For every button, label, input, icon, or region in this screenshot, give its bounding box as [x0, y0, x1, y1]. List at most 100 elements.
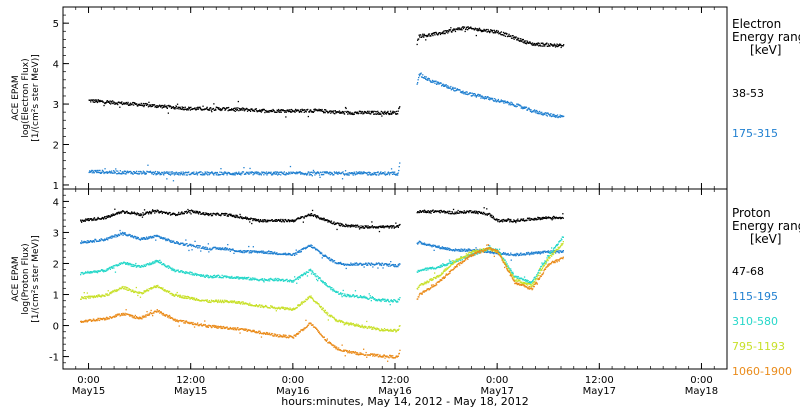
data-point	[275, 219, 277, 221]
data-point	[356, 294, 358, 297]
data-point	[378, 225, 380, 228]
data-point	[558, 252, 560, 254]
y-tick-label: 5	[53, 19, 59, 30]
data-point	[369, 112, 371, 114]
data-point	[509, 219, 511, 221]
data-point	[541, 262, 543, 264]
data-point	[375, 172, 377, 174]
data-point	[454, 87, 457, 89]
data-point	[508, 218, 510, 221]
data-point	[494, 98, 496, 100]
data-point	[537, 252, 539, 254]
data-point	[539, 253, 541, 255]
data-point	[399, 297, 401, 299]
data-point	[200, 250, 202, 252]
data-point	[522, 219, 524, 221]
data-point	[557, 217, 559, 220]
data-point	[310, 174, 312, 176]
data-point	[549, 115, 551, 117]
data-point	[525, 40, 527, 42]
data-point	[258, 305, 260, 307]
data-point	[399, 162, 401, 164]
data-point	[140, 213, 142, 215]
data-point	[148, 101, 150, 103]
data-point	[145, 289, 148, 292]
data-point	[110, 235, 112, 237]
data-point	[159, 262, 161, 264]
data-point	[137, 292, 139, 294]
data-point	[390, 168, 393, 170]
data-point	[471, 92, 473, 94]
data-point	[143, 238, 145, 240]
data-point	[310, 171, 312, 173]
data-point	[237, 172, 239, 174]
data-point	[322, 219, 324, 221]
data-point	[542, 250, 544, 253]
data-point	[91, 172, 93, 174]
data-point	[502, 252, 505, 254]
data-point	[213, 276, 215, 279]
data-point	[223, 213, 225, 215]
data-point	[352, 112, 354, 114]
data-point	[162, 287, 164, 289]
data-point	[95, 171, 97, 173]
data-point	[287, 219, 290, 221]
data-point	[166, 212, 168, 214]
data-point	[315, 276, 317, 278]
data-point	[83, 240, 85, 243]
data-point	[523, 279, 525, 281]
data-point	[103, 294, 105, 297]
data-point	[377, 267, 379, 269]
data-point	[517, 218, 519, 220]
data-point	[179, 243, 181, 245]
data-point	[369, 173, 371, 175]
data-point	[243, 167, 245, 169]
data-point	[478, 95, 480, 97]
data-point	[523, 42, 525, 44]
data-point	[452, 213, 454, 215]
data-point	[426, 267, 429, 269]
data-point	[103, 171, 106, 174]
data-point	[259, 172, 261, 174]
data-point	[392, 226, 394, 228]
data-point	[194, 210, 196, 212]
data-point	[343, 173, 345, 175]
data-point	[187, 211, 190, 213]
data-point	[142, 265, 145, 268]
data-point	[93, 240, 95, 242]
data-point	[399, 223, 401, 226]
data-point	[530, 43, 533, 45]
data-point	[533, 109, 536, 111]
data-point	[420, 34, 422, 36]
data-point	[219, 301, 221, 303]
data-point	[437, 33, 440, 35]
data-point	[235, 250, 237, 252]
data-point	[314, 247, 316, 249]
data-point	[204, 246, 206, 249]
data-point	[375, 227, 377, 229]
data-point	[434, 244, 436, 247]
data-point	[219, 248, 221, 251]
data-point	[175, 242, 177, 244]
data-point	[176, 241, 178, 243]
data-point	[177, 106, 180, 108]
data-point	[539, 44, 541, 46]
data-point	[189, 210, 192, 212]
data-point	[226, 213, 228, 215]
data-point	[541, 113, 543, 115]
data-point	[214, 108, 216, 110]
data-point	[254, 219, 256, 222]
data-point	[532, 111, 534, 113]
data-point	[489, 251, 491, 253]
data-point	[116, 212, 118, 214]
data-point	[528, 217, 530, 220]
data-point	[477, 93, 479, 96]
data-point	[465, 93, 467, 95]
data-point	[454, 250, 456, 252]
data-point	[345, 263, 347, 265]
data-point	[193, 299, 195, 301]
data-point	[83, 220, 85, 222]
data-point	[196, 274, 198, 277]
data-point	[352, 263, 355, 265]
